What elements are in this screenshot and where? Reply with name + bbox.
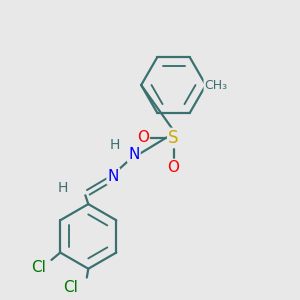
Text: N: N — [108, 169, 119, 184]
Text: H: H — [58, 181, 68, 195]
Text: H: H — [110, 138, 120, 152]
Text: O: O — [167, 160, 179, 175]
Text: CH₃: CH₃ — [205, 79, 228, 92]
Text: O: O — [137, 130, 149, 146]
Text: S: S — [168, 129, 179, 147]
Text: Cl: Cl — [31, 260, 46, 275]
Text: Cl: Cl — [63, 280, 78, 295]
Text: N: N — [128, 147, 140, 162]
